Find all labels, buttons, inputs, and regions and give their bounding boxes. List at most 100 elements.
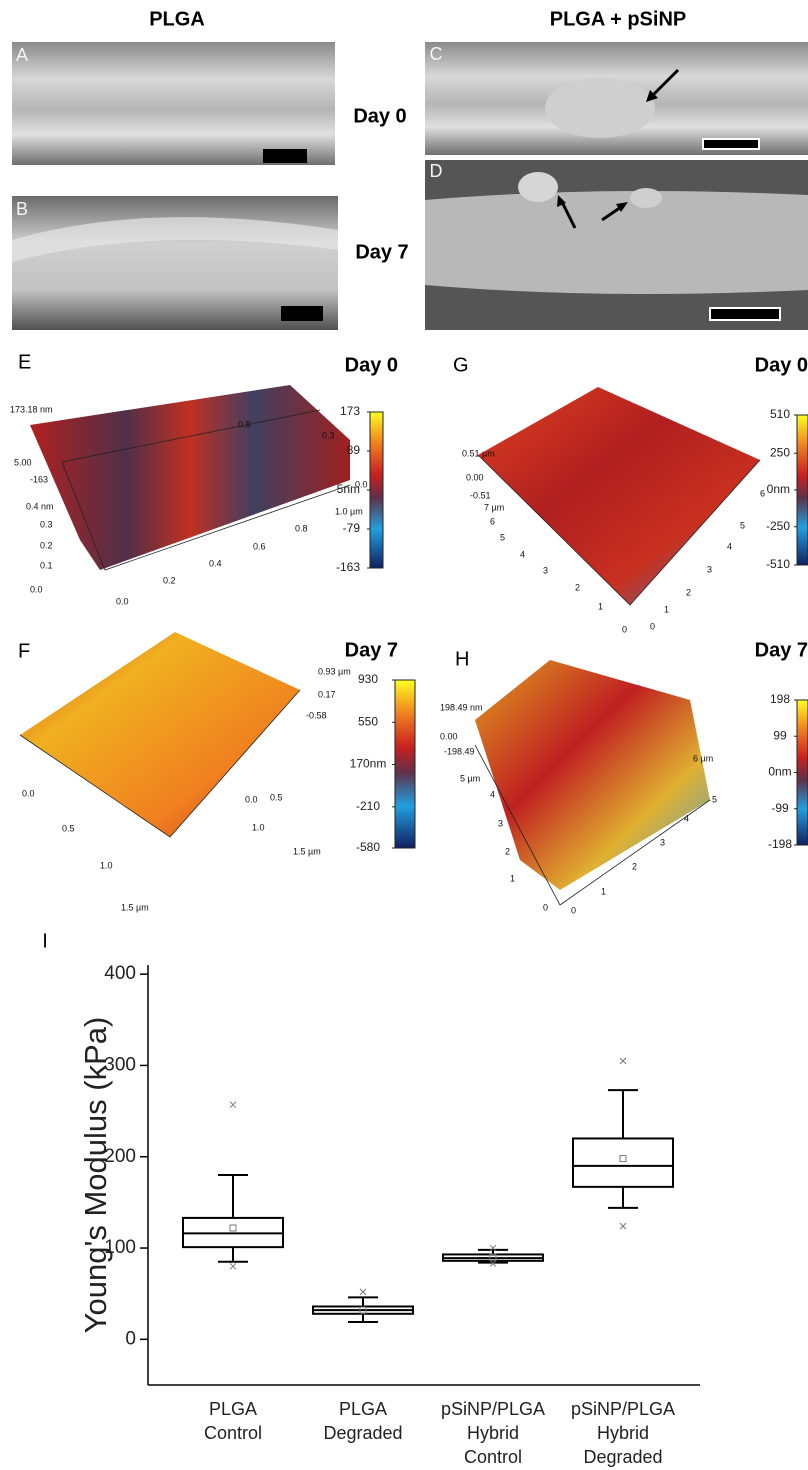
axis-label: 0.3 — [322, 430, 335, 440]
axis-label: 2 — [632, 861, 637, 871]
axis-label: 1 — [601, 886, 606, 896]
axis-label: 0.00 — [466, 472, 484, 482]
outlier — [489, 1244, 497, 1252]
sem-images — [12, 42, 808, 330]
axis-label: 5 — [712, 794, 717, 804]
day-label: Day 0 — [755, 354, 808, 376]
axis-label: 0 — [650, 621, 655, 631]
axis-label: 3 — [707, 564, 712, 574]
colorbar — [394, 679, 416, 849]
axis-label: 0.0 — [30, 584, 43, 594]
axis-label: 0.5 — [62, 823, 75, 833]
axis-label: 2 — [686, 587, 691, 597]
axis-label: -0.58 — [306, 710, 327, 720]
axis-label: 4 — [727, 541, 732, 551]
outlier — [619, 1057, 627, 1065]
colorbar-label: 89 — [347, 443, 361, 457]
axis-label: 6 — [760, 488, 765, 498]
x-tick-label: pSiNP/PLGA Hybrid Degraded — [571, 1399, 675, 1467]
axis-label: 0.4 nm — [26, 501, 54, 511]
y-tick-label: 100 — [104, 1237, 136, 1258]
outlier — [229, 1101, 237, 1109]
axis-label: 4 — [684, 813, 689, 823]
axis-label: 3 — [660, 837, 665, 847]
column-header: PLGA + pSiNP — [550, 8, 687, 30]
axis-label: 0.3 — [40, 519, 53, 529]
colorbar-label: 510 — [770, 407, 790, 421]
day-label: Day 0 — [353, 105, 406, 127]
panel-label: G — [453, 354, 469, 376]
axis-label: 0.17 — [318, 689, 336, 699]
axis-label: 0.0 — [355, 479, 368, 489]
colorbar — [369, 411, 384, 569]
y-tick-label: 200 — [104, 1146, 136, 1167]
axis-label: 2 — [575, 582, 580, 592]
outlier — [229, 1262, 237, 1270]
y-tick-label: 0 — [125, 1328, 136, 1349]
y-tick-label: 300 — [104, 1054, 136, 1075]
axis-label: 0.00 — [440, 731, 458, 741]
colorbar-label: 0nm — [767, 482, 790, 496]
axis-label: 6 µm — [693, 753, 713, 763]
colorbar-label: -580 — [356, 840, 380, 854]
colorbar-label: 5nm — [337, 482, 360, 496]
y-axis-title: Young's Modulus (kPa) — [78, 1017, 113, 1334]
axis-label: 0.93 µm — [318, 666, 351, 676]
colorbar-label: -510 — [766, 557, 790, 571]
y-tick-label: 400 — [104, 963, 136, 984]
colorbar-label: 173 — [340, 404, 360, 418]
axis-label: -0.51 — [470, 490, 491, 500]
axis-label: 0.2 — [40, 540, 53, 550]
axis-label: 2 — [505, 846, 510, 856]
axis-label: -163 — [30, 474, 48, 484]
colorbar — [796, 699, 808, 846]
axis-label: 1.5 µm — [121, 902, 149, 912]
colorbar — [796, 414, 808, 566]
axis-label: 0.0 — [245, 794, 258, 804]
axis-label: 0.0 — [116, 596, 129, 606]
axis-label: 1 — [598, 601, 603, 611]
colorbar-label: -250 — [766, 519, 790, 533]
axis-label: 4 — [520, 549, 525, 559]
axis-label: 198.49 nm — [440, 702, 483, 712]
axis-label: 0.8 — [238, 419, 251, 429]
colorbar-label: -79 — [343, 521, 361, 535]
outlier — [619, 1222, 627, 1230]
panel-label: I — [42, 930, 48, 952]
panel-label: F — [18, 640, 30, 662]
axis-label: 0.1 — [40, 560, 53, 570]
day-label: Day 0 — [345, 354, 398, 376]
x-tick-label: pSiNP/PLGA Hybrid Control — [441, 1399, 545, 1467]
sem-panels: A B C D — [16, 44, 443, 219]
box — [572, 1137, 674, 1188]
mean — [359, 1306, 367, 1314]
colorbar-label: 0nm — [768, 765, 791, 779]
axis-label: 0 — [622, 624, 627, 634]
axis-label: 1 — [510, 873, 515, 883]
day-label: Day 7 — [345, 639, 398, 661]
axis-label: 4 — [490, 789, 495, 799]
outlier — [359, 1288, 367, 1296]
afm-panels: E Day 0 173 89 5nm -79 -163 173.18 nm 5.00 -163 0.… — [10, 351, 808, 915]
colorbar-label: 250 — [770, 445, 790, 459]
axis-label: 0 — [543, 902, 548, 912]
afm-images — [19, 385, 761, 906]
panel-label: H — [455, 648, 469, 670]
axis-label: 0.8 — [295, 523, 308, 533]
colorbar-label: -163 — [336, 560, 360, 574]
panel-label: B — [16, 199, 28, 219]
axis-label: 1.5 µm — [293, 846, 321, 856]
axis-label: 5.00 — [14, 457, 32, 467]
day-label: Day 7 — [355, 241, 408, 263]
mean — [229, 1224, 237, 1232]
colorbar-label: 99 — [773, 728, 787, 742]
panel-label: C — [430, 44, 443, 64]
axis-label: -198.49 — [444, 746, 475, 756]
axis-label: 0.4 — [209, 558, 222, 568]
panel-label: D — [430, 161, 443, 181]
axis-label: 3 — [498, 818, 503, 828]
colorbar-label: 550 — [358, 714, 378, 728]
mean — [619, 1155, 627, 1163]
axis-label: 173.18 nm — [10, 404, 53, 414]
